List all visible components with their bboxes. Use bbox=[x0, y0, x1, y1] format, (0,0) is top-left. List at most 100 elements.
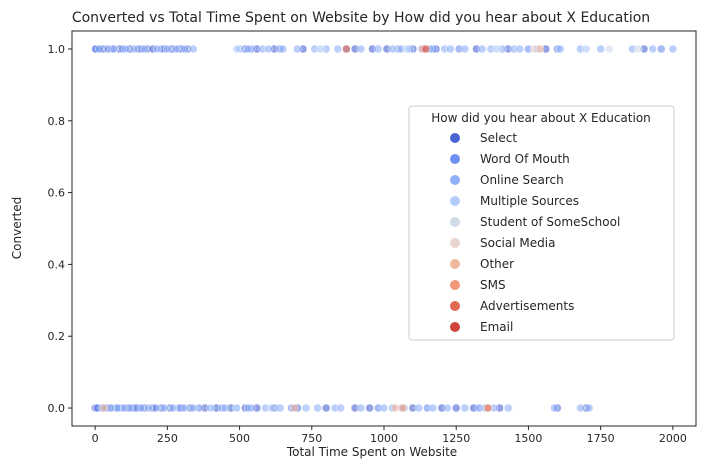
data-point bbox=[391, 403, 400, 413]
data-point bbox=[446, 44, 455, 54]
data-point bbox=[428, 403, 438, 413]
legend-label: Email bbox=[480, 320, 513, 334]
data-point bbox=[160, 403, 169, 413]
data-point bbox=[180, 403, 189, 413]
legend-label: Word Of Mouth bbox=[480, 152, 570, 166]
data-point bbox=[152, 44, 162, 54]
data-point bbox=[365, 403, 374, 413]
data-point bbox=[139, 44, 149, 54]
data-point bbox=[492, 44, 501, 54]
chart-title: Converted vs Total Time Spent on Website… bbox=[72, 10, 650, 26]
data-point bbox=[243, 44, 253, 54]
legend-title: How did you hear about X Education bbox=[431, 111, 651, 125]
data-point bbox=[168, 403, 178, 413]
data-point bbox=[275, 403, 285, 413]
data-point bbox=[483, 403, 493, 413]
data-point bbox=[206, 403, 215, 413]
data-point bbox=[125, 403, 135, 413]
legend-label: Advertisements bbox=[480, 299, 574, 313]
legend-marker bbox=[450, 175, 460, 185]
x-tick-label: 1750 bbox=[587, 432, 615, 445]
y-tick-label: 0.0 bbox=[48, 402, 66, 415]
x-axis: 0 250 500 750 1000 1250 1500 1750 2000 bbox=[92, 426, 687, 445]
data-point bbox=[398, 403, 408, 413]
data-point bbox=[290, 403, 299, 413]
data-point bbox=[171, 44, 181, 54]
x-tick-label: 750 bbox=[301, 432, 322, 445]
data-point bbox=[503, 403, 513, 413]
legend-label: Online Search bbox=[480, 173, 564, 187]
data-point bbox=[576, 403, 585, 413]
data-point bbox=[109, 44, 119, 54]
data-point bbox=[316, 44, 325, 54]
data-point bbox=[648, 44, 657, 54]
x-tick-label: 0 bbox=[92, 432, 99, 445]
points-layer bbox=[90, 44, 678, 413]
data-point bbox=[596, 44, 605, 54]
legend-marker bbox=[450, 301, 460, 311]
legend-items: Select Word Of Mouth Online Search Multiple… bbox=[450, 131, 620, 334]
y-tick-label: 0.6 bbox=[48, 187, 66, 200]
x-tick-label: 1500 bbox=[514, 432, 542, 445]
data-point bbox=[668, 44, 678, 54]
data-point bbox=[129, 44, 139, 54]
y-tick-label: 0.8 bbox=[48, 115, 66, 128]
data-point bbox=[243, 403, 253, 413]
data-point bbox=[421, 44, 431, 54]
data-point bbox=[477, 44, 487, 54]
y-axis-label: Converted bbox=[10, 197, 24, 259]
data-point bbox=[356, 403, 366, 413]
data-point bbox=[402, 44, 412, 54]
legend-label: SMS bbox=[480, 278, 506, 292]
data-point bbox=[144, 403, 153, 413]
legend-marker bbox=[450, 280, 460, 290]
data-point bbox=[515, 44, 525, 54]
data-point bbox=[313, 403, 322, 413]
legend-label: Multiple Sources bbox=[480, 194, 579, 208]
legend-marker bbox=[450, 133, 460, 143]
legend: How did you hear about X Education Selec… bbox=[408, 105, 675, 341]
data-point bbox=[584, 403, 594, 413]
legend-label: Social Media bbox=[480, 236, 555, 250]
legend-frame bbox=[408, 105, 675, 341]
data-point bbox=[264, 44, 273, 54]
data-point bbox=[95, 44, 104, 54]
data-point bbox=[189, 403, 198, 413]
data-point bbox=[460, 44, 470, 54]
data-point bbox=[220, 403, 230, 413]
legend-label: Other bbox=[480, 257, 514, 271]
data-point bbox=[342, 44, 351, 54]
legend-marker bbox=[450, 154, 460, 164]
data-point bbox=[633, 44, 643, 54]
data-point bbox=[293, 44, 302, 54]
data-point bbox=[267, 403, 276, 413]
x-axis-label: Total Time Spent on Website bbox=[286, 445, 457, 459]
legend-marker bbox=[450, 238, 460, 248]
data-point bbox=[460, 403, 470, 413]
legend-marker bbox=[450, 217, 460, 227]
y-tick-label: 0.4 bbox=[48, 258, 66, 271]
data-point bbox=[451, 403, 461, 413]
y-tick-label: 0.2 bbox=[48, 330, 66, 343]
legend-marker bbox=[450, 196, 460, 206]
data-point bbox=[605, 44, 614, 54]
data-point bbox=[137, 403, 146, 413]
y-axis: 0.0 0.2 0.4 0.6 0.8 1.0 bbox=[48, 43, 72, 415]
data-point bbox=[555, 44, 565, 54]
data-point bbox=[550, 403, 559, 413]
data-point bbox=[321, 403, 331, 413]
data-point bbox=[121, 44, 130, 54]
data-point bbox=[356, 44, 366, 54]
x-tick-label: 1250 bbox=[442, 432, 470, 445]
legend-marker bbox=[450, 259, 460, 269]
data-point bbox=[581, 44, 591, 54]
data-point bbox=[163, 44, 172, 54]
data-point bbox=[301, 403, 311, 413]
x-tick-label: 250 bbox=[157, 432, 178, 445]
data-point bbox=[99, 403, 109, 413]
data-point bbox=[278, 44, 288, 54]
data-point bbox=[106, 403, 116, 413]
data-point bbox=[189, 44, 198, 54]
